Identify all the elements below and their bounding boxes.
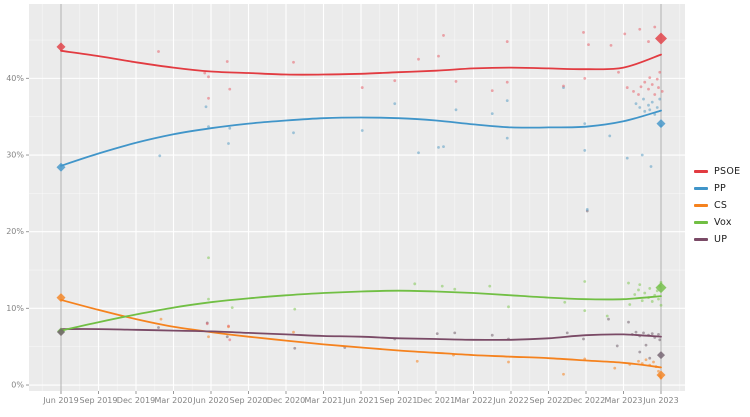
trend-line-vox <box>60 289 662 332</box>
x-tick-label: Jun 2023 <box>642 396 678 405</box>
legend-swatch-pp <box>694 187 708 190</box>
scatter-pp <box>158 86 663 211</box>
legend-swatch-vox <box>694 221 708 224</box>
y-tick-label: 10% <box>6 304 24 313</box>
x-tick-label: Mar 2022 <box>455 396 493 405</box>
legend: PSOE PP CS Vox UP <box>694 163 740 248</box>
x-tick-label: Sep 2021 <box>380 396 418 405</box>
legend-label-cs: CS <box>714 200 728 211</box>
x-tick-label: Sep 2022 <box>530 396 568 405</box>
x-tick-label: Dec 2022 <box>567 396 605 405</box>
legend-swatch-psoe <box>694 170 708 173</box>
legend-label-up: UP <box>714 234 728 245</box>
legend-item-psoe: PSOE <box>694 163 740 180</box>
y-axis: 0% 10% 20% 30% 40% <box>6 74 29 390</box>
plot-panel <box>29 4 685 391</box>
y-tick-label: 20% <box>6 227 24 236</box>
minor-gridlines <box>29 4 685 391</box>
y-tick-label: 0% <box>11 381 24 390</box>
scatter-psoe <box>157 25 664 342</box>
legend-label-pp: PP <box>714 183 727 194</box>
x-tick-label: Mar 2021 <box>305 396 343 405</box>
trend-line-psoe <box>60 49 662 76</box>
x-tick-label: Dec 2020 <box>267 396 305 405</box>
election-markers-jun-2019 <box>56 42 66 337</box>
trend-line-up <box>60 328 662 341</box>
trend-line-cs <box>60 299 662 369</box>
y-tick-label: 40% <box>6 74 24 83</box>
x-tick-label: Jun 2019 <box>42 396 78 405</box>
x-axis: Jun 2019 Sep 2019 Dec 2019 Mar 2020 Jun 2020… <box>42 391 679 405</box>
election-reference-lines <box>60 4 662 391</box>
legend-item-cs: CS <box>694 197 740 214</box>
x-tick-label: Dec 2019 <box>117 396 155 405</box>
x-tick-label: Jun 2021 <box>342 396 378 405</box>
legend-item-pp: PP <box>694 180 740 197</box>
x-tick-label: Sep 2019 <box>80 396 118 405</box>
election-markers-jun-2023 <box>655 32 667 380</box>
x-tick-label: Mar 2020 <box>155 396 193 405</box>
x-tick-label: Jun 2022 <box>492 396 528 405</box>
x-tick-label: Dec 2021 <box>417 396 455 405</box>
x-tick-label: Sep 2020 <box>230 396 268 405</box>
x-tick-label: Jun 2020 <box>192 396 228 405</box>
legend-swatch-cs <box>694 204 708 207</box>
legend-item-up: UP <box>694 231 740 248</box>
legend-item-vox: Vox <box>694 214 740 231</box>
y-tick-label: 30% <box>6 151 24 160</box>
legend-swatch-up <box>694 238 708 241</box>
trend-line-pp <box>60 109 662 167</box>
legend-label-psoe: PSOE <box>714 166 741 177</box>
x-tick-label: Mar 2023 <box>605 396 643 405</box>
legend-label-vox: Vox <box>714 217 732 228</box>
